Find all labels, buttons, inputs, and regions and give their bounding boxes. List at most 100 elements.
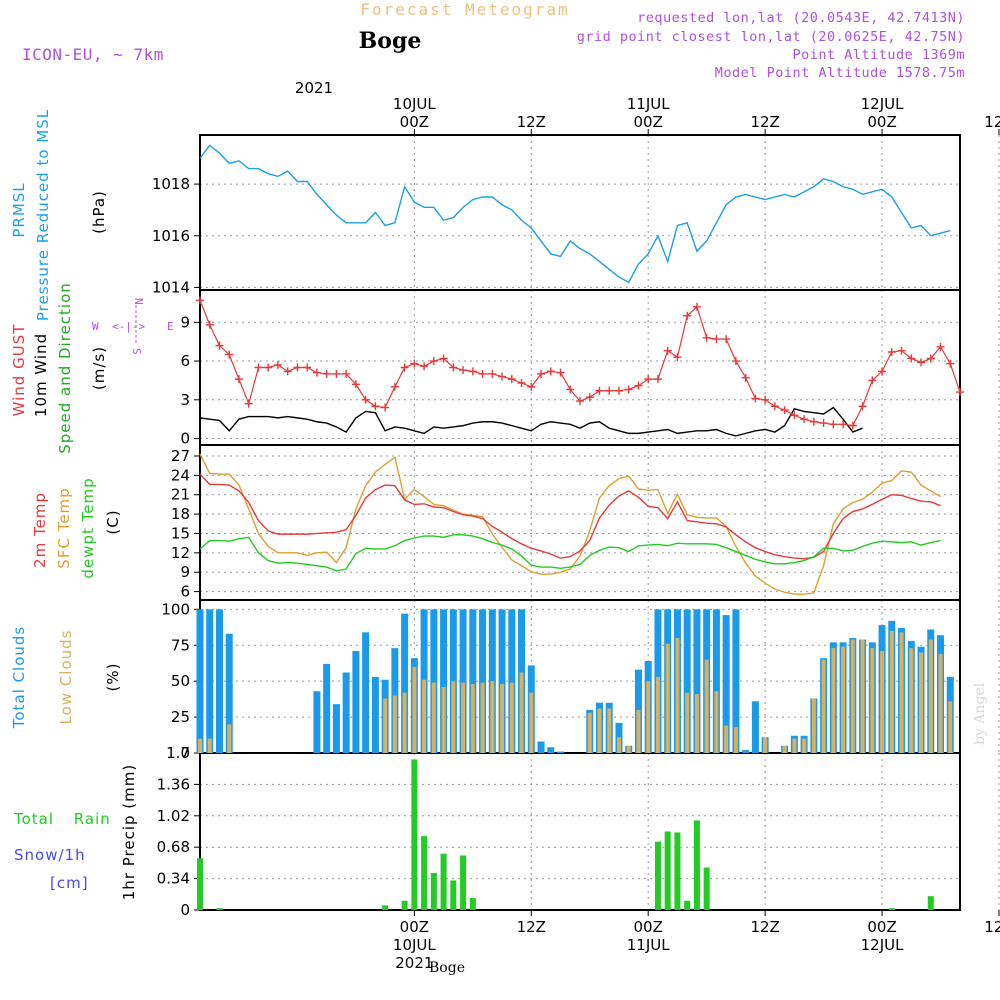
low-cloud-bar <box>402 692 407 753</box>
total-cloud-bar <box>352 651 360 753</box>
low-cloud-bar <box>821 659 826 753</box>
panel-frames <box>194 129 1000 916</box>
wind-gust-point <box>917 358 926 367</box>
pressure-ytick-label: 1016 <box>152 227 190 245</box>
low-cloud-bar <box>889 630 894 753</box>
wind-gust-point <box>751 394 760 403</box>
temp-ytick-label: 6 <box>180 583 190 601</box>
wind-gust-point <box>595 386 604 395</box>
wind-gust-point <box>566 385 575 394</box>
low-cloud-bar <box>646 681 651 753</box>
precip-ytick-label: 1.36 <box>157 775 190 793</box>
wind-gust-point <box>741 373 750 382</box>
wind-gust-point <box>507 375 516 384</box>
wind-speed-dir-label: Speed and Direction <box>56 282 74 454</box>
precip-labels: Total Rain Snow/1h [cm] 1hr Precip (mm) <box>13 764 138 900</box>
wind-gust-point <box>800 415 809 424</box>
rain-bar <box>888 908 895 910</box>
low-cloud-bar <box>675 638 680 753</box>
top-time-label: 12Z <box>750 113 779 131</box>
total-cloud-bar <box>196 609 204 753</box>
low-cloud-bar <box>811 698 816 753</box>
rain-bar <box>927 896 934 910</box>
low-cloud-bar <box>714 691 719 753</box>
top-time-label: 12Z <box>517 113 546 131</box>
total-clouds-label: Total Clouds <box>10 626 28 729</box>
wind-gust-point <box>332 369 341 378</box>
precip-ytick-label: 0 <box>180 901 190 919</box>
rain-bar <box>401 900 408 910</box>
pressure-ytick-label: 1018 <box>152 175 190 193</box>
wind-gust-point <box>215 341 224 350</box>
low-cloud-bar <box>704 659 709 753</box>
total-cloud-bar <box>683 609 691 753</box>
compass-n: N <box>132 298 145 305</box>
wind-gust-point <box>858 402 867 411</box>
wind-gust-point <box>868 376 877 385</box>
low-cloud-bar <box>529 692 534 753</box>
pressure-label-msl: Pressure Reduced to MSL <box>34 109 52 321</box>
wind-gust-point <box>244 399 253 408</box>
total-cloud-bar <box>206 609 214 753</box>
total-cloud-bar <box>342 672 350 753</box>
wind-gust-point <box>731 357 740 366</box>
wind-gust-point <box>234 375 243 384</box>
low-cloud-bar <box>470 684 475 753</box>
wind-gust-point <box>517 379 526 387</box>
bottom-time-label: 12Z <box>984 918 1000 936</box>
wind-gust-point <box>468 367 477 376</box>
wind-gust-point <box>342 369 351 378</box>
total-cloud-bar <box>557 751 565 753</box>
low-cloud-bar <box>763 737 768 753</box>
temp-ytick-label: 24 <box>171 466 190 484</box>
wind-gust-point <box>702 333 711 342</box>
total-cloud-bar <box>371 676 379 753</box>
compass-e: E <box>167 320 174 333</box>
wind-gust-point <box>692 302 701 311</box>
rain-bar <box>693 820 700 910</box>
precip-ytick-label: 0.34 <box>157 870 190 888</box>
temp-ytick-label: 12 <box>171 544 190 562</box>
precip-panel-frame <box>199 752 961 911</box>
clouds-ytick-label: 100 <box>161 600 190 618</box>
bottom-time-label: 12Z <box>750 918 779 936</box>
grid-point-coords: grid point closest lon,lat (20.0625E, 42… <box>577 29 965 45</box>
low-cloud-bar <box>392 695 397 753</box>
rain-bar <box>703 867 710 910</box>
low-cloud-bar <box>587 712 592 753</box>
wind-gust-point <box>848 421 857 430</box>
low-cloud-bar <box>928 639 933 753</box>
super-title: Forecast Meteogram <box>360 0 569 19</box>
top-time-label: 00Z <box>634 113 663 131</box>
low-cloud-bar <box>500 684 505 753</box>
low-cloud-bar <box>792 738 797 753</box>
wind-gust-point <box>322 369 331 378</box>
total-cloud-bar <box>323 663 331 753</box>
wind-gust-point <box>712 335 721 344</box>
total-cloud-bar <box>215 609 223 753</box>
wind-gust-point <box>254 363 263 372</box>
wind-ytick-label: 3 <box>180 391 190 409</box>
wind-10m-label: 10m Wind <box>32 333 50 417</box>
wind-gust-point <box>839 420 848 429</box>
low-cloud-bar <box>480 682 485 753</box>
wind-gust-line <box>199 300 961 427</box>
wind-gust-point <box>683 311 692 320</box>
pressure-label-prmsl: PRMSL <box>10 182 28 237</box>
bottom-time-label: 00Z <box>634 918 663 936</box>
total-cloud-bar <box>722 615 730 753</box>
requested-coords: requested lon,lat (20.0543E, 42.7413N) <box>637 10 965 26</box>
top-time-label: 12Z <box>984 113 1000 131</box>
temp-dewpt-label: dewpt Temp <box>79 477 97 578</box>
wind-gust-point <box>576 397 584 406</box>
wind-gust-point <box>361 395 370 404</box>
low-cloud-bar <box>724 725 729 753</box>
wind-gust-point <box>312 368 321 377</box>
low-cloud-bar <box>880 651 885 753</box>
temp-ytick-label: 15 <box>171 524 190 542</box>
dewpt-temp-line <box>199 534 941 572</box>
footer-location: Boge <box>429 960 465 976</box>
total-cloud-bar <box>547 747 555 753</box>
pressure-ytick-label: 1014 <box>152 278 190 296</box>
temp-ytick-label: 27 <box>171 447 190 465</box>
